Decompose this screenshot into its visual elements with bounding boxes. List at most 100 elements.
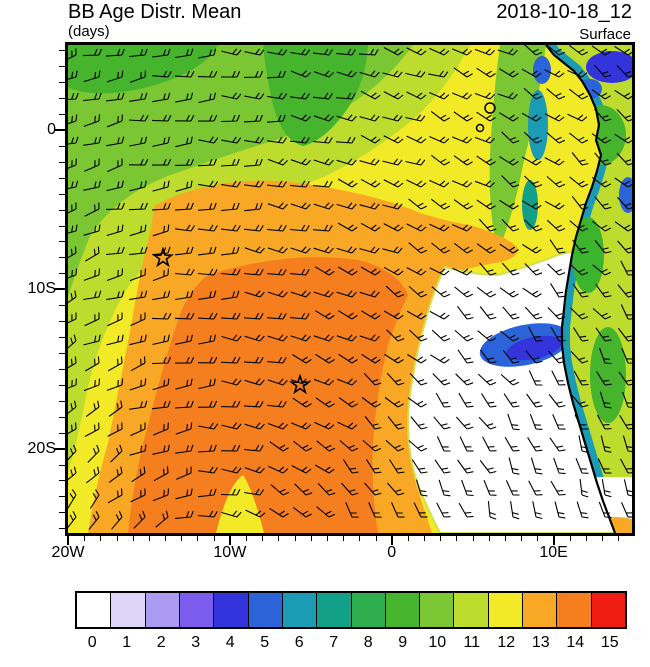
colorbar <box>75 591 627 629</box>
colorbar-cell <box>317 593 352 627</box>
x-minor-tick <box>100 536 102 541</box>
colorbar-cell <box>282 593 318 627</box>
colorbar-label: 3 <box>191 634 201 651</box>
colorbar-label: 11 <box>463 634 481 651</box>
colorbar-cell <box>523 593 558 627</box>
x-major-tick <box>552 536 555 545</box>
x-minor-tick <box>197 536 199 541</box>
yellow-notch <box>216 475 264 533</box>
colorbar-cell <box>591 593 625 627</box>
y-minor-tick <box>59 161 65 163</box>
x-minor-tick <box>165 536 167 541</box>
colorbar-label: 8 <box>363 634 373 651</box>
y-minor-tick <box>59 98 65 100</box>
coastal-blue-dab <box>533 56 551 84</box>
star-marker <box>152 246 174 268</box>
x-minor-tick <box>84 536 86 541</box>
x-minor-tick <box>569 536 571 541</box>
colorbar-cell <box>385 593 421 627</box>
y-minor-tick <box>59 145 65 147</box>
colorbar-cell <box>420 593 455 627</box>
map-svg <box>68 45 632 533</box>
colorbar-label: 12 <box>497 634 516 651</box>
island-outline-2 <box>475 123 485 133</box>
y-minor-tick <box>59 305 65 307</box>
x-minor-tick <box>488 536 490 541</box>
y-minor-tick <box>59 225 65 227</box>
x-minor-tick <box>326 536 328 541</box>
x-minor-tick <box>472 536 474 541</box>
units-label: (days) <box>68 23 110 40</box>
y-major-tick <box>55 447 65 450</box>
colorbar-label: 4 <box>225 634 235 651</box>
x-minor-tick <box>148 536 150 541</box>
blue-pocket-inner <box>506 335 562 361</box>
x-major-tick <box>67 536 69 545</box>
colorbar-cell <box>179 593 215 627</box>
y-minor-tick <box>59 368 65 370</box>
plume-orange-14 <box>128 257 408 533</box>
y-tick-label: 10S <box>27 280 56 298</box>
y-minor-tick <box>59 257 65 259</box>
y-minor-tick <box>59 241 65 243</box>
y-minor-tick <box>59 432 65 434</box>
x-minor-tick <box>521 536 523 541</box>
x-minor-tick <box>343 536 345 541</box>
y-minor-tick <box>59 114 65 115</box>
plot-datetime: 2018-10-18_12 <box>496 1 632 23</box>
x-minor-tick <box>116 536 118 541</box>
colorbar-label: 2 <box>156 634 166 651</box>
y-minor-tick <box>59 321 65 323</box>
x-tick-label: 10E <box>539 544 568 561</box>
y-minor-tick <box>59 66 65 68</box>
colorbar-labels: 0 1 2 3 4 5 6 7 8 9 10 11 12 13 14 15 <box>75 634 627 652</box>
colorbar-cell <box>351 593 386 627</box>
colorbar-cell <box>488 593 524 627</box>
y-minor-tick <box>59 337 65 339</box>
colorbar-cell <box>145 593 180 627</box>
colorbar-label: 5 <box>260 634 270 651</box>
x-tick-label: 20W <box>51 544 85 561</box>
y-minor-tick <box>59 464 65 466</box>
map-plot <box>65 42 635 536</box>
y-minor-tick <box>59 50 65 52</box>
y-major-tick <box>55 128 65 131</box>
land-green-patch-3 <box>590 327 626 423</box>
colorbar-cell <box>77 593 112 627</box>
colorbar-label: 7 <box>329 634 339 651</box>
y-tick-label: 0 <box>47 120 56 138</box>
colorbar-label: 9 <box>398 634 408 651</box>
y-minor-tick <box>59 512 65 514</box>
y-minor-tick <box>59 400 65 402</box>
x-minor-tick <box>456 536 458 541</box>
star-markers <box>152 246 311 395</box>
field-green-tongue <box>263 45 368 146</box>
x-minor-tick <box>294 536 296 541</box>
x-minor-tick <box>505 536 507 541</box>
x-minor-tick <box>213 536 215 541</box>
colorbar-label: 15 <box>600 634 619 651</box>
y-minor-tick <box>59 273 65 275</box>
y-minor-tick <box>59 496 65 498</box>
colorbar-cell <box>557 593 592 627</box>
x-minor-tick <box>246 536 248 541</box>
coastline <box>545 45 617 533</box>
x-minor-tick <box>618 536 620 541</box>
colorbar-label: 14 <box>566 634 585 651</box>
y-minor-tick <box>59 209 65 211</box>
y-minor-tick <box>59 384 65 386</box>
x-major-tick <box>390 536 393 545</box>
x-minor-tick <box>440 536 442 541</box>
colorbar-cell <box>248 593 283 627</box>
x-minor-tick <box>278 536 280 541</box>
y-major-tick <box>55 288 65 291</box>
colorbar-cell <box>111 593 146 627</box>
x-minor-tick <box>537 536 539 541</box>
plot-title: BB Age Distr. Mean <box>68 1 242 23</box>
y-minor-tick <box>59 82 65 84</box>
land-blue-patch-1 <box>586 51 632 83</box>
y-minor-tick <box>59 528 65 530</box>
x-minor-tick <box>602 536 604 541</box>
y-minor-tick <box>59 177 65 179</box>
